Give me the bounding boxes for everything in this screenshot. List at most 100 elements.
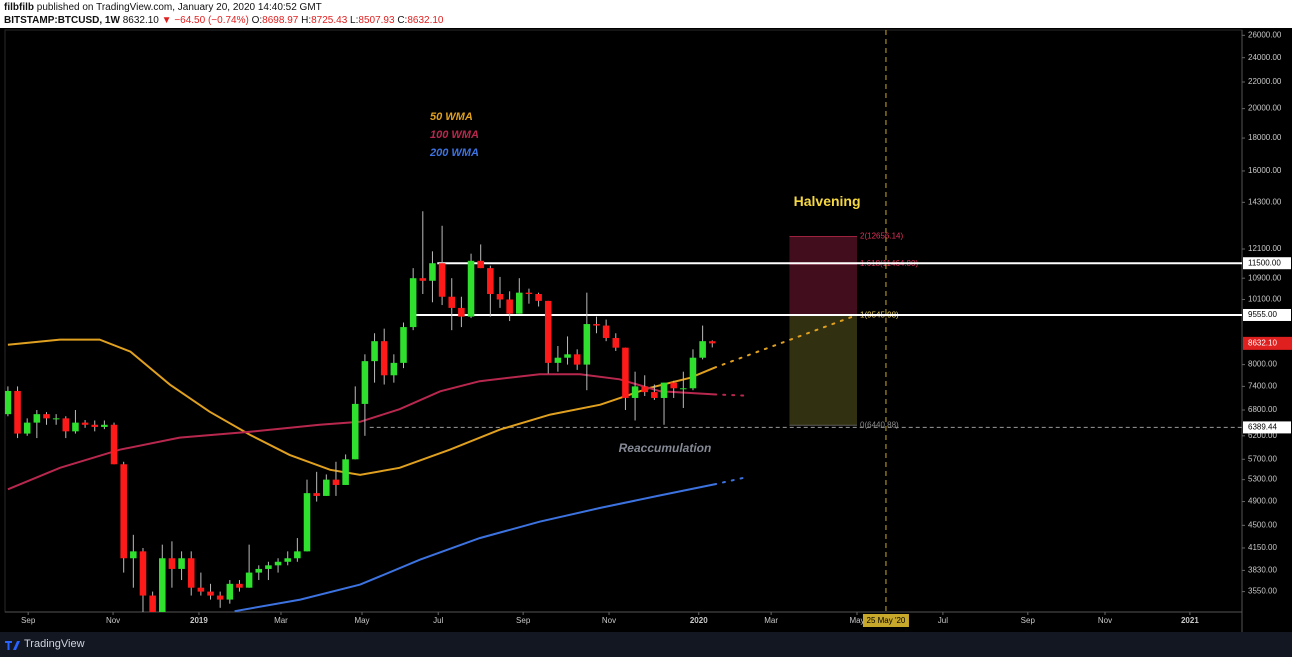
candle-body	[458, 307, 465, 317]
candle-body	[612, 337, 620, 348]
y-tick-label: 6800.00	[1248, 405, 1277, 414]
y-tick-label: 24000.00	[1248, 53, 1282, 62]
y-tick-label: 16000.00	[1248, 166, 1282, 175]
level-tag-label: 6389.44	[1248, 423, 1277, 432]
x-tick-label: Nov	[1098, 616, 1112, 625]
plot-area	[4, 29, 1243, 613]
header: filbfilb published on TradingView.com, J…	[0, 0, 1292, 28]
y-tick-label: 6200.00	[1248, 431, 1277, 440]
annotation: Halvening	[794, 193, 861, 209]
symbol-line: BITSTAMP:BTCUSD, 1W 8632.10 ▼ −64.50 (−0…	[4, 14, 1288, 27]
legend-entry: 200 WMA	[429, 147, 479, 159]
candle-body	[593, 324, 600, 326]
candle-body	[409, 278, 417, 328]
x-tick-label: 2021	[1181, 616, 1199, 625]
candle-body	[187, 558, 195, 588]
candle-body	[149, 595, 156, 612]
x-tick-label: Sep	[21, 616, 36, 625]
y-tick-label: 4900.00	[1248, 497, 1277, 506]
candle-body	[641, 386, 649, 393]
chart: 2(12656.14)1.618(11464.80)1(9545.98)0(64…	[4, 29, 1292, 632]
ohlc-key: C:	[397, 15, 408, 26]
candle-body	[487, 268, 494, 295]
candle-body	[139, 551, 147, 596]
published: published on TradingView.com, January 20…	[36, 2, 322, 13]
candle-body	[361, 361, 369, 404]
change: ▼ −64.50 (−0.74%)	[161, 15, 249, 26]
candle-body	[670, 382, 677, 389]
ma-line	[7, 373, 715, 491]
candle-body	[516, 292, 523, 314]
candle-body	[429, 263, 436, 281]
publish-line: filbfilb published on TradingView.com, J…	[4, 1, 1288, 14]
legend-entry: 100 WMA	[430, 129, 479, 141]
level-tag	[1243, 257, 1291, 270]
candle-body	[496, 294, 504, 300]
y-tick-label: 5700.00	[1248, 454, 1277, 463]
candle-body	[380, 341, 388, 376]
last-price-tag	[1243, 336, 1292, 350]
author: filbfilb	[4, 2, 34, 13]
x-tick-label: May	[849, 616, 864, 625]
candle-body	[544, 300, 552, 363]
candle-body	[535, 294, 542, 301]
ma-line	[234, 483, 715, 612]
last-price-label: 8632.10	[1248, 338, 1277, 347]
candle-body	[52, 418, 60, 420]
candle-body	[226, 583, 234, 600]
candle-body	[216, 595, 224, 600]
level-tag-label: 11500.00	[1248, 258, 1281, 267]
ma-projection	[713, 314, 858, 369]
y-tick-label: 12100.00	[1248, 244, 1282, 253]
fib-label: 0(6440.88)	[860, 420, 899, 429]
candle-body	[5, 390, 12, 415]
fib-zone	[789, 315, 858, 426]
candle-body	[91, 424, 99, 427]
candle-body	[284, 558, 291, 562]
candle-body	[265, 565, 272, 569]
candle-body	[689, 357, 697, 389]
y-tick-label: 3550.00	[1248, 587, 1277, 596]
y-tick-label: 5300.00	[1248, 475, 1277, 484]
candle-body	[120, 464, 127, 559]
candle-body	[448, 296, 456, 308]
x-tick-label: Nov	[602, 616, 616, 625]
candle-body	[651, 392, 658, 398]
ohlc-value: 8725.43	[311, 15, 348, 26]
candle-body	[294, 551, 301, 559]
y-tick-label: 14300.00	[1248, 197, 1282, 206]
candle-body	[72, 422, 79, 432]
ohlc-value: 8698.97	[262, 15, 299, 26]
x-tick-label: Sep	[516, 616, 531, 625]
candle-body	[699, 341, 706, 358]
y-tick-label: 8000.00	[1248, 360, 1277, 369]
candle-body	[110, 424, 118, 465]
ohlc: O:8698.97 H:8725.43 L:8507.93 C:8632.10	[252, 15, 444, 26]
level-tag	[1243, 308, 1291, 321]
candle-body	[274, 561, 282, 566]
candle-body	[438, 263, 446, 297]
candle-body	[554, 357, 562, 363]
candle-body	[33, 414, 41, 423]
ohlc-key: O:	[251, 15, 263, 26]
candle-body	[323, 479, 330, 496]
y-tick-label: 20000.00	[1248, 104, 1282, 113]
candle-body	[245, 572, 253, 588]
x-tick-label: Jul	[433, 616, 443, 625]
candle-body	[101, 424, 108, 427]
y-tick-label: 4500.00	[1248, 520, 1277, 529]
candle-body	[197, 587, 205, 592]
level-tag-label: 9555.00	[1248, 310, 1277, 319]
y-tick-label: 22000.00	[1248, 77, 1282, 86]
candle-body	[168, 558, 176, 569]
footer: TradingView	[0, 632, 1292, 657]
candle-body	[400, 327, 407, 363]
candle-body	[342, 459, 349, 485]
candle-body	[602, 325, 610, 338]
candle-body	[506, 299, 513, 314]
ma-projection	[713, 476, 747, 486]
candle-body	[467, 260, 475, 317]
ohlc-value: 8632.10	[407, 15, 444, 26]
y-tick-label: 7400.00	[1248, 381, 1277, 390]
